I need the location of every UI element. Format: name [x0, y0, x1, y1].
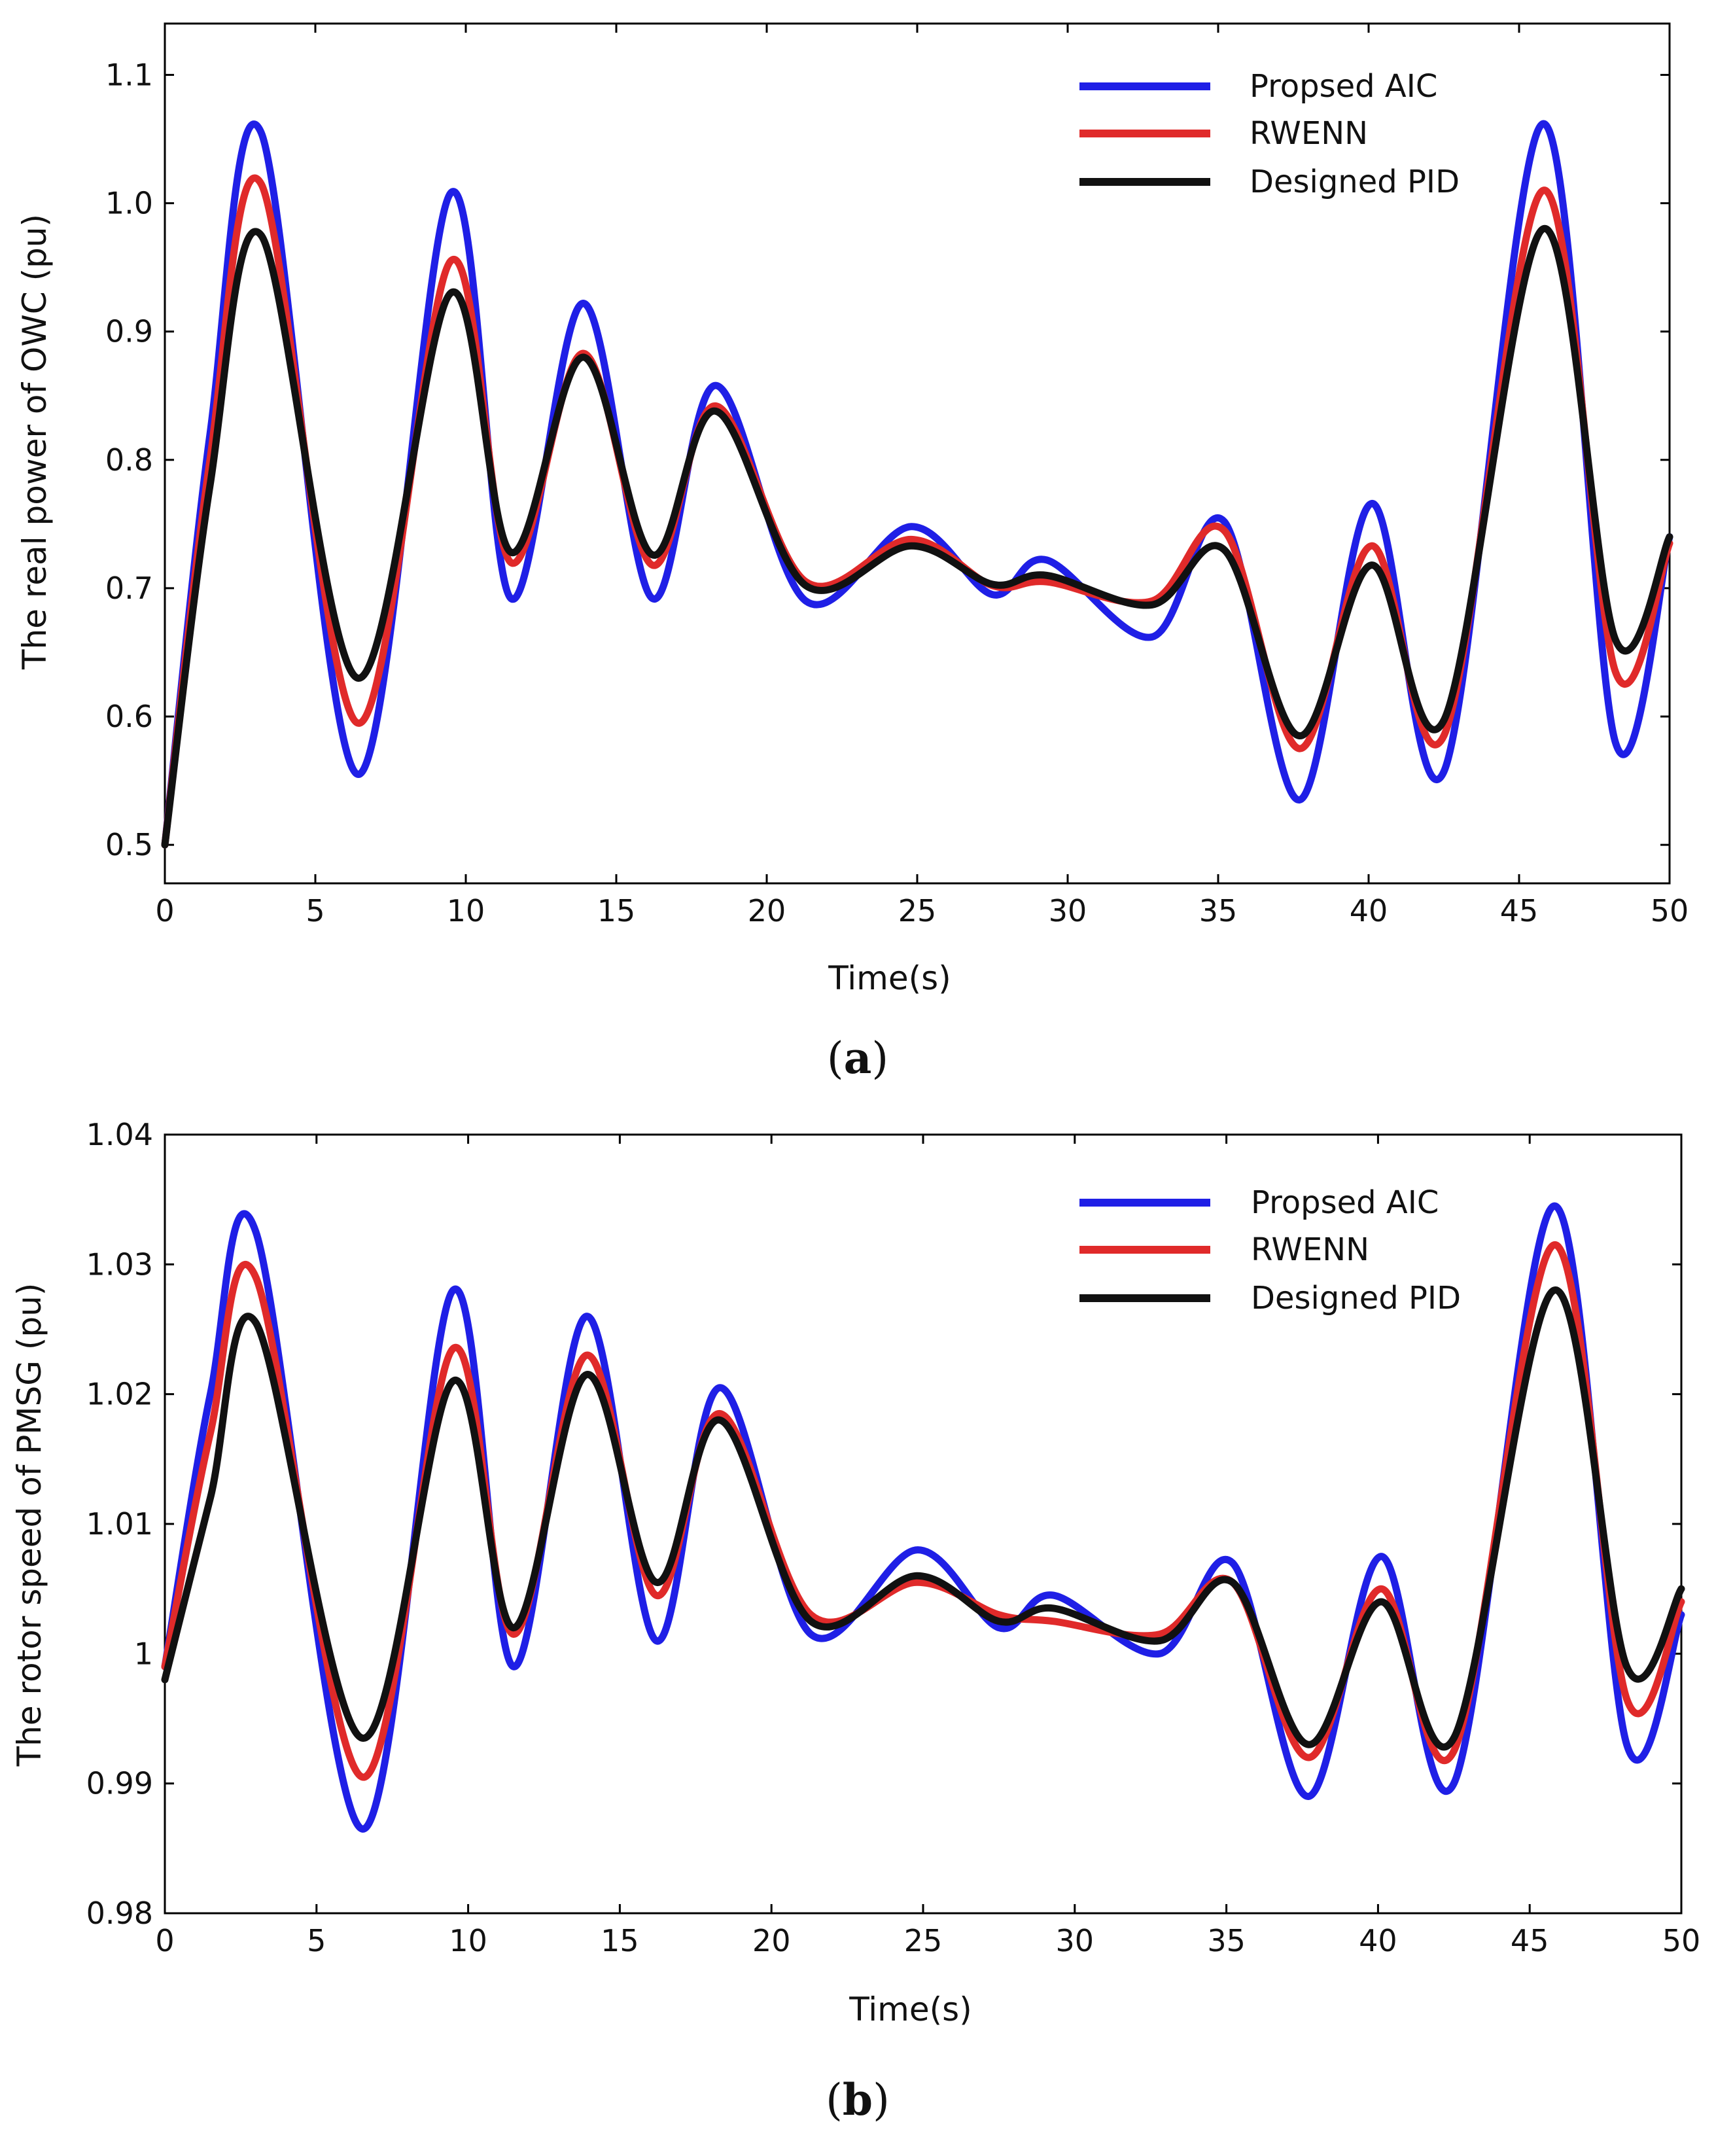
panel-b-y-axis-title: The rotor speed of PMSG (pu): [10, 1283, 48, 1767]
legend-label-designed-pid: Designed PID: [1251, 1280, 1461, 1317]
y-tick-label: 0.9: [105, 314, 153, 349]
x-tick-label: 0: [155, 1923, 174, 1958]
y-tick-label: 0.99: [86, 1766, 153, 1801]
x-tick-label: 45: [1500, 893, 1539, 928]
series-line-propsed-aic: [161, 1202, 1685, 1833]
panel-b-series: [161, 1202, 1685, 1833]
panel-b: 0.98 0.99 1 1.01 1.02 1.03 1.04 0 5 10 15 20 25 30 35…: [10, 1117, 1700, 2125]
y-tick-label: 1: [134, 1636, 153, 1671]
x-tick-label: 40: [1350, 893, 1388, 928]
y-tick-label: 1.01: [86, 1506, 153, 1542]
y-tick-label: 1.02: [86, 1377, 153, 1412]
panel-a: 0.5 0.6 0.7 0.8 0.9 1.0 1.1 0 5 10 15 20 25 30 35 40 45…: [16, 22, 1689, 1084]
x-tick-label: 15: [597, 893, 636, 928]
legend-label-rwenn: RWENN: [1251, 1231, 1369, 1268]
x-tick-label: 25: [904, 1923, 943, 1958]
panel-a-legend: Propsed AIC RWENN Designed PID: [1079, 68, 1460, 200]
y-tick-label: 1.04: [86, 1117, 153, 1152]
panel-a-y-ticks: 0.5 0.6 0.7 0.8 0.9 1.0 1.1: [105, 57, 1670, 862]
x-tick-label: 50: [1651, 893, 1689, 928]
panel-a-caption: (a): [827, 1033, 888, 1084]
y-tick-label: 1.0: [105, 186, 153, 221]
series-line-designed-pid: [161, 225, 1673, 849]
panel-a-y-axis-title: The real power of OWC (pu): [16, 214, 54, 670]
legend-label-designed-pid: Designed PID: [1250, 164, 1460, 200]
x-tick-label: 0: [155, 893, 174, 928]
y-tick-label: 0.8: [105, 442, 153, 478]
x-tick-label: 10: [447, 893, 485, 928]
y-tick-label: 0.6: [105, 699, 153, 734]
panel-b-caption: (b): [826, 2074, 890, 2125]
y-tick-label: 0.7: [105, 571, 153, 606]
y-tick-label: 0.5: [105, 827, 153, 862]
x-tick-label: 30: [1049, 893, 1087, 928]
panel-a-x-ticks: 0 5 10 15 20 25 30 35 40 45 50: [155, 24, 1689, 928]
x-tick-label: 15: [601, 1923, 639, 1958]
x-tick-label: 25: [898, 893, 937, 928]
y-tick-label: 1.03: [86, 1246, 153, 1282]
x-tick-label: 10: [449, 1923, 487, 1958]
panel-a-series: [161, 120, 1673, 849]
x-tick-label: 20: [748, 893, 786, 928]
panel-b-legend: Propsed AIC RWENN Designed PID: [1079, 1184, 1461, 1317]
x-tick-label: 5: [307, 1923, 326, 1958]
panel-b-y-ticks: 0.98 0.99 1 1.01 1.02 1.03 1.04: [86, 1117, 1681, 1931]
panel-b-x-ticks: 0 5 10 15 20 25 30 35 40 45 50: [155, 1135, 1700, 1958]
x-tick-label: 30: [1056, 1923, 1094, 1958]
x-tick-label: 20: [752, 1923, 791, 1958]
y-tick-label: 1.1: [105, 57, 153, 92]
x-tick-label: 40: [1359, 1923, 1397, 1958]
y-tick-label: 0.98: [86, 1896, 153, 1931]
legend-label-propsed-aic: Propsed AIC: [1251, 1184, 1439, 1221]
x-tick-label: 45: [1511, 1923, 1549, 1958]
x-tick-label: 5: [306, 893, 324, 928]
panel-b-x-axis-title: Time(s): [849, 1990, 972, 2028]
panel-a-x-axis-title: Time(s): [828, 959, 951, 997]
x-tick-label: 50: [1662, 1923, 1701, 1958]
series-line-designed-pid: [161, 1286, 1685, 1751]
x-tick-label: 35: [1199, 893, 1238, 928]
legend-label-propsed-aic: Propsed AIC: [1250, 68, 1437, 105]
x-tick-label: 35: [1207, 1923, 1246, 1958]
legend-label-rwenn: RWENN: [1250, 115, 1368, 152]
